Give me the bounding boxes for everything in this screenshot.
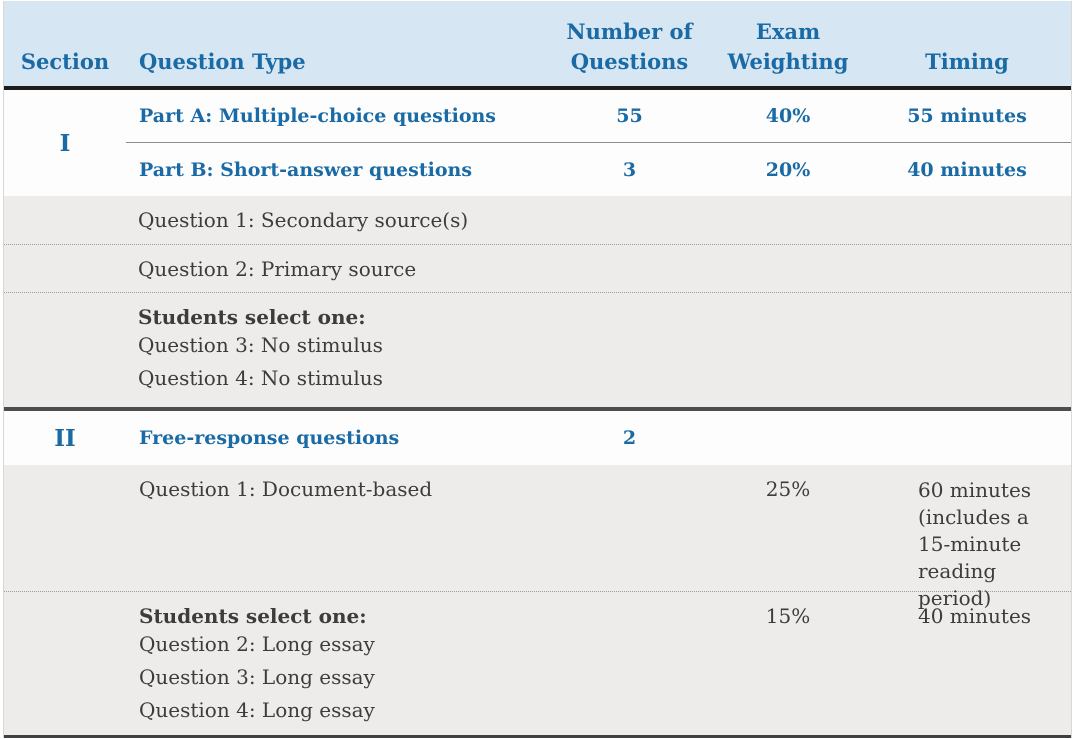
long-essay-timing: 40 minutes	[918, 604, 1032, 628]
section-2-details: Question 1: Document-based 25% 60 minute…	[4, 465, 1071, 735]
header-exam-weighting: Exam Weighting	[727, 19, 849, 74]
document-based-timing: 60 minutes (includes a 15-minute reading…	[918, 478, 1032, 610]
section-2-row: II Free-response questions 2	[4, 411, 1071, 465]
document-based-label: Question 1: Document-based	[139, 477, 433, 501]
students-select-one-label-2: Students select one:	[139, 604, 367, 628]
section-1-details: Question 1: Secondary source(s) Question…	[4, 196, 1071, 407]
students-select-one-label: Students select one:	[138, 305, 366, 329]
free-response-count: 2	[622, 427, 637, 449]
section-divider-line	[4, 407, 1071, 411]
long-essay-select-block: Students select one: Question 2: Long es…	[126, 604, 546, 735]
header-section: Section	[20, 49, 110, 74]
detail-question-2: Question 2: Primary source	[4, 245, 1071, 293]
part-a-timing: 55 minutes	[907, 105, 1027, 127]
part-b-timing: 40 minutes	[907, 158, 1027, 181]
header-number-of-questions: Number of Questions	[566, 19, 693, 74]
long-essay-question-2: Question 2: Long essay	[139, 632, 375, 656]
detail-question-3: Question 3: No stimulus	[138, 333, 383, 357]
long-essay-select-row: Students select one: Question 2: Long es…	[4, 592, 1071, 735]
header-timing: Timing	[925, 49, 1009, 74]
part-a-label: Part A: Multiple-choice questions	[139, 105, 497, 127]
free-response-timing-empty	[863, 411, 1071, 465]
section-1-numeral: I	[59, 129, 71, 157]
part-b-weighting: 20%	[765, 158, 811, 181]
table-header-row: Section Question Type Number of Question…	[4, 1, 1071, 90]
detail-question-4: Question 4: No stimulus	[138, 366, 383, 390]
detail-select-one-block: Students select one: Question 3: No stim…	[4, 293, 1071, 407]
part-divider-line	[126, 142, 1071, 143]
header-question-type: Question Type	[139, 49, 306, 74]
exam-structure-table: Section Question Type Number of Question…	[3, 1, 1072, 738]
document-based-weighting: 25%	[765, 477, 811, 501]
document-based-row: Question 1: Document-based 25% 60 minute…	[4, 465, 1071, 610]
section-1-parts: I Part A: Multiple-choice questions 55 4…	[4, 90, 1071, 196]
part-b-count: 3	[622, 158, 637, 181]
part-a-count: 55	[616, 105, 643, 127]
part-b-label: Part B: Short-answer questions	[139, 158, 473, 181]
section-2-numeral: II	[54, 424, 76, 452]
table-bottom-border	[4, 735, 1071, 738]
free-response-label: Free-response questions	[139, 427, 400, 449]
free-response-weighting-empty	[713, 411, 863, 465]
part-a-weighting: 40%	[765, 105, 811, 127]
detail-question-1: Question 1: Secondary source(s)	[4, 196, 1071, 245]
long-essay-weighting: 15%	[765, 604, 811, 628]
long-essay-question-4: Question 4: Long essay	[139, 698, 375, 722]
long-essay-question-3: Question 3: Long essay	[139, 665, 375, 689]
